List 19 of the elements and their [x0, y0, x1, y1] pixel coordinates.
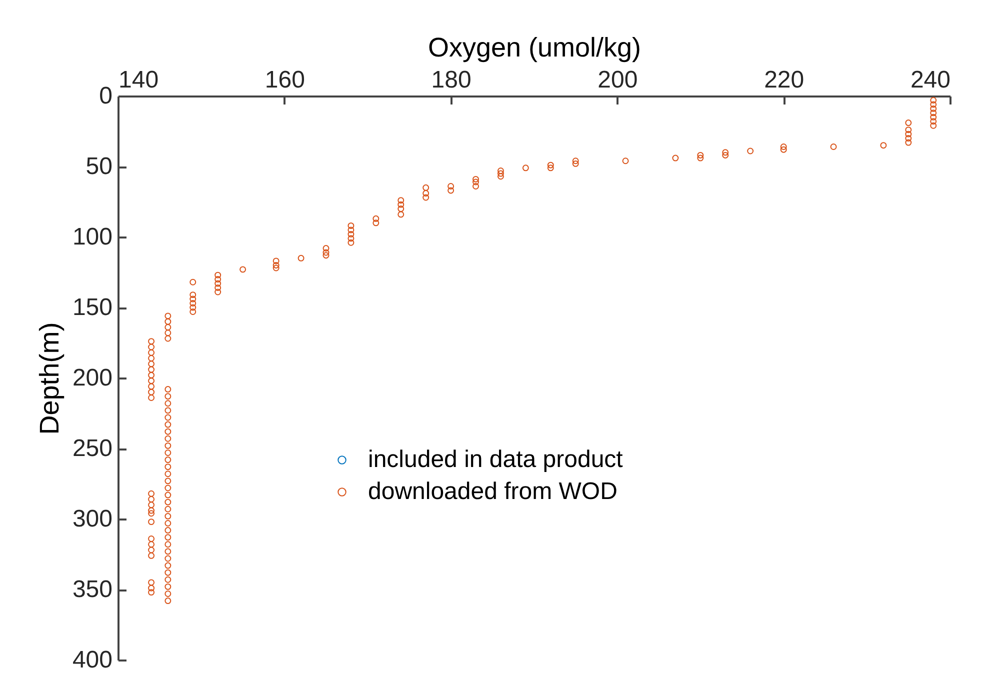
y-tick-label: 250	[72, 435, 112, 462]
y-axis-title: Depth(m)	[34, 322, 64, 435]
legend-label: included in data product	[368, 446, 624, 473]
x-tick-label: 200	[598, 66, 638, 94]
y-tick-label: 100	[72, 224, 112, 250]
legend-label: downloaded from WOD	[368, 478, 618, 505]
x-axis-title: Oxygen (umol/kg)	[428, 32, 642, 62]
x-tick-label: 220	[764, 66, 804, 94]
y-tick-label: 150	[72, 294, 112, 321]
x-tick-label: 180	[431, 66, 472, 94]
y-tick-label: 350	[72, 576, 112, 603]
y-tick-label: 50	[86, 153, 112, 180]
y-tick-label: 200	[72, 364, 112, 392]
y-tick-label: 0	[99, 82, 112, 110]
x-tick-label: 160	[264, 66, 305, 94]
x-tick-label: 140	[118, 66, 159, 94]
y-tick-label: 300	[72, 506, 112, 532]
y-tick-label: 400	[72, 646, 112, 674]
x-tick-label: 240	[910, 66, 950, 94]
